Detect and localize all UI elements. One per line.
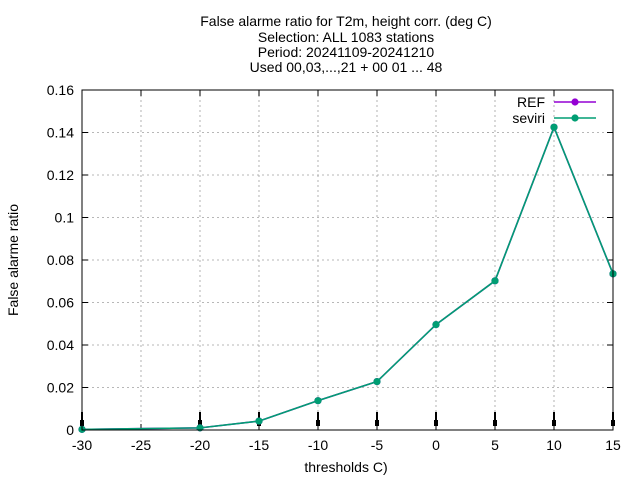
threshold-marker-head bbox=[434, 420, 438, 426]
y-tick-label: 0.12 bbox=[47, 167, 74, 183]
x-tick-label: -10 bbox=[308, 437, 328, 453]
title-line-3: Period: 20241109-20241210 bbox=[258, 44, 435, 60]
legend-label: REF bbox=[517, 94, 545, 110]
x-tick-label: -5 bbox=[371, 437, 384, 453]
y-axis-label: False alarme ratio bbox=[5, 204, 21, 316]
series-line bbox=[81, 125, 614, 431]
y-tick-label: 0.16 bbox=[47, 82, 74, 98]
legend-swatch-point bbox=[571, 114, 579, 122]
threshold-marker-head bbox=[552, 420, 556, 426]
x-axis-ticks: -30 -25 -20 -15 -10 -5 0 5 10 15 bbox=[72, 90, 621, 453]
title-line-1: False alarme ratio for T2m, height corr.… bbox=[200, 13, 492, 29]
y-tick-label: 0.06 bbox=[47, 295, 74, 311]
y-tick-label: 0.02 bbox=[47, 380, 74, 396]
series-layer bbox=[78, 123, 617, 433]
y-tick-label: 0.1 bbox=[55, 210, 75, 226]
data-point bbox=[255, 417, 263, 425]
title-line-2: Selection: ALL 1083 stations bbox=[258, 29, 434, 45]
x-tick-label: -30 bbox=[72, 437, 92, 453]
data-point bbox=[373, 377, 381, 386]
y-tick-label: 0 bbox=[66, 422, 74, 438]
series-seviri bbox=[78, 123, 617, 433]
data-point bbox=[491, 277, 499, 285]
x-tick-label: -25 bbox=[131, 437, 151, 453]
threshold-marker-head bbox=[316, 420, 320, 426]
threshold-marker-head bbox=[198, 420, 202, 426]
series-REF bbox=[78, 123, 617, 433]
x-tick-label: 15 bbox=[605, 437, 621, 453]
y-tick-label: 0.08 bbox=[47, 252, 74, 268]
legend-label: seviri bbox=[512, 110, 545, 126]
y-tick-label: 0.14 bbox=[47, 125, 74, 141]
grid-lines bbox=[82, 90, 613, 430]
x-axis-label: thresholds C) bbox=[304, 459, 387, 475]
y-tick-label: 0.04 bbox=[47, 337, 74, 353]
chart-title: False alarme ratio for T2m, height corr.… bbox=[200, 13, 492, 75]
title-line-4: Used 00,03,...,21 + 00 01 ... 48 bbox=[250, 59, 443, 75]
x-tick-label: -15 bbox=[249, 437, 269, 453]
data-point bbox=[432, 321, 440, 329]
series-line bbox=[81, 125, 614, 431]
x-tick-label: 10 bbox=[546, 437, 562, 453]
data-point bbox=[550, 123, 558, 131]
y-axis-ticks: 0 0.02 0.04 0.06 0.08 0.1 0.12 0.14 0.16 bbox=[47, 82, 613, 438]
x-threshold-markers bbox=[80, 412, 615, 426]
threshold-marker-head bbox=[493, 420, 497, 426]
threshold-marker-head bbox=[375, 420, 379, 426]
legend-swatch-point bbox=[571, 98, 579, 106]
x-tick-label: 5 bbox=[491, 437, 499, 453]
plot-frame bbox=[81, 89, 614, 431]
x-tick-label: 0 bbox=[432, 437, 440, 453]
data-point bbox=[314, 397, 322, 405]
x-tick-label: -20 bbox=[190, 437, 210, 453]
